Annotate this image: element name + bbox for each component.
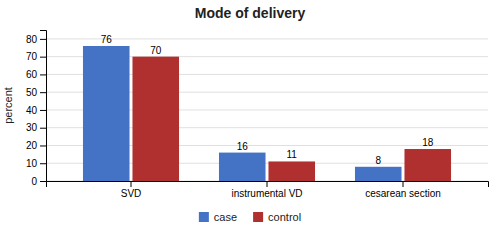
y-tick: 60 xyxy=(26,69,46,80)
bar xyxy=(83,46,130,181)
y-tick-mark xyxy=(40,57,46,58)
y-tick-label: 10 xyxy=(26,158,38,169)
bars xyxy=(83,46,451,181)
y-tick-mark xyxy=(40,110,46,111)
bar xyxy=(268,161,315,181)
bar xyxy=(404,149,451,181)
x-tick-label: cesarean section xyxy=(365,188,441,199)
y-tick-label: 80 xyxy=(26,34,38,45)
x-tick: cesarean section xyxy=(365,181,441,199)
chart: 0 10 20 30 40 50 60 70 80 SVD instrumental VD cesar… xyxy=(0,0,500,231)
y-tick-label: 70 xyxy=(26,51,38,62)
y-tick-mark xyxy=(40,128,46,129)
legend-swatch xyxy=(253,212,263,222)
data-label: 70 xyxy=(150,45,162,56)
data-label: 8 xyxy=(375,155,381,166)
x-tick-mark xyxy=(267,181,268,187)
x-tick-label: SVD xyxy=(121,188,142,199)
x-tick-label: instrumental VD xyxy=(231,188,302,199)
y-axis-line xyxy=(40,31,47,182)
grid-line xyxy=(46,38,488,39)
y-tick: 40 xyxy=(26,105,46,116)
y-tick-mark xyxy=(40,92,46,93)
y-tick-label: 60 xyxy=(26,69,38,80)
y-tick-mark xyxy=(40,181,46,182)
y-tick-mark xyxy=(40,74,46,75)
y-tick-mark xyxy=(40,39,46,40)
y-tick-mark xyxy=(40,145,46,146)
x-tick-mark xyxy=(131,181,132,187)
data-label: 76 xyxy=(101,34,113,45)
y-tick: 20 xyxy=(26,140,46,151)
y-tick-label: 20 xyxy=(26,140,38,151)
y-axis-title: percent xyxy=(2,87,14,124)
y-axis: 0 10 20 30 40 50 60 70 80 xyxy=(26,31,47,187)
y-tick-label: 30 xyxy=(26,122,38,133)
legend-item: control xyxy=(253,211,301,223)
y-tick-label: 50 xyxy=(26,87,38,98)
title: Mode of delivery xyxy=(195,5,306,21)
grid xyxy=(46,39,488,181)
legend-label: control xyxy=(268,211,301,223)
x-tick: SVD xyxy=(121,181,142,199)
bar xyxy=(132,57,179,181)
y-tick: 0 xyxy=(31,176,46,187)
y-tick: 70 xyxy=(26,51,46,62)
y-tick-mark xyxy=(40,163,46,164)
bar-series xyxy=(132,57,451,181)
bar xyxy=(219,153,266,181)
bar xyxy=(355,167,402,181)
y-tick-label: 40 xyxy=(26,105,38,116)
y-tick: 80 xyxy=(26,34,46,45)
data-label: 18 xyxy=(422,137,434,148)
x-axis: SVD instrumental VD cesarean section xyxy=(47,181,489,199)
data-labels: 76 16 8 70 11 18 xyxy=(101,34,434,166)
y-tick-label: 0 xyxy=(31,176,37,187)
plot: 0 10 20 30 40 50 60 70 80 SVD instrumental VD cesar… xyxy=(26,31,489,200)
y-tick: 30 xyxy=(26,122,46,133)
legend: case control xyxy=(199,211,301,223)
x-axis-line xyxy=(47,182,489,188)
legend-swatch xyxy=(199,212,209,222)
y-tick: 10 xyxy=(26,158,46,169)
data-label: 11 xyxy=(287,149,298,160)
legend-item: case xyxy=(199,211,237,223)
data-label: 16 xyxy=(237,141,249,152)
x-tick-mark xyxy=(403,181,404,187)
bar-series xyxy=(83,46,402,181)
x-tick: instrumental VD xyxy=(231,181,302,199)
legend-label: case xyxy=(214,211,237,223)
y-tick: 50 xyxy=(26,87,46,98)
